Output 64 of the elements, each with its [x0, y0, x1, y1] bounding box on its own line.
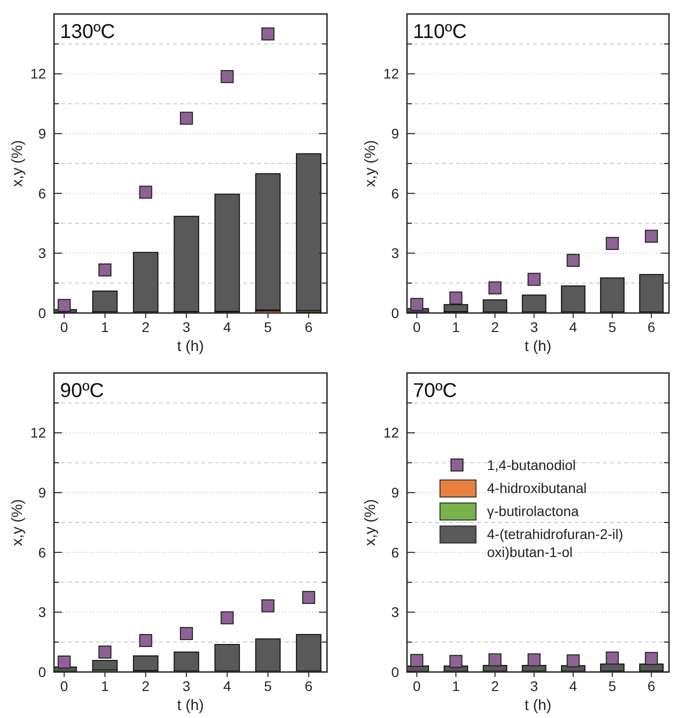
x-axis-title: t (h)	[524, 697, 552, 714]
x-tick-label: 1	[452, 678, 460, 694]
y-tick-label: 6	[391, 544, 400, 560]
x-tick-label: 3	[182, 319, 191, 335]
x-tick-label: 6	[304, 678, 313, 694]
y-tick-label: 6	[38, 185, 46, 202]
y-axis-title: x,y (%)	[362, 499, 379, 546]
x-tick-label: 1	[101, 319, 110, 335]
y-axis-title: x,y (%)	[9, 140, 26, 187]
chart-title: 90ºC	[60, 380, 104, 402]
x-tick-label: 0	[60, 678, 68, 694]
chart-title: 110ºC	[413, 21, 467, 43]
y-tick-label: 6	[391, 185, 400, 202]
y-tick-label: 0	[38, 304, 46, 321]
x-tick-label: 0	[412, 678, 421, 694]
x-tick-label: 5	[608, 678, 616, 694]
x-tick-label: 3	[182, 678, 191, 694]
y-tick-label: 9	[38, 484, 46, 500]
y-tick-label: 12	[30, 424, 46, 441]
y-tick-label: 9	[38, 126, 46, 142]
x-axis-title: t (h)	[177, 697, 204, 714]
y-tick-label: 0	[38, 664, 46, 680]
legend-label: 4-hidroxibutanal	[487, 480, 587, 496]
x-axis-title: t (h)	[524, 338, 552, 355]
x-tick-label: 4	[569, 678, 578, 694]
x-tick-label: 2	[142, 678, 150, 694]
y-tick-label: 3	[391, 604, 400, 620]
x-tick-label: 0	[60, 319, 68, 335]
y-tick-label: 3	[391, 245, 400, 262]
y-tick-label: 9	[391, 484, 400, 500]
x-tick-label: 6	[648, 678, 656, 694]
x-tick-label: 6	[648, 319, 656, 335]
y-tick-label: 6	[38, 544, 46, 560]
x-tick-label: 2	[142, 319, 150, 335]
y-axis-title: x,y (%)	[362, 140, 379, 187]
legend-label: 4-(tetrahidrofuran-2-il)oxi)butan-1-ol	[487, 526, 624, 560]
chart-title: 70ºC	[413, 380, 457, 402]
x-tick-label: 3	[530, 678, 538, 694]
y-tick-label: 0	[391, 664, 400, 680]
x-tick-label: 2	[491, 319, 500, 335]
x-tick-label: 0	[412, 319, 421, 335]
legend-label: 1,4-butanodiol	[487, 456, 576, 473]
chart-title: 130ºC	[60, 21, 116, 43]
y-tick-label: 12	[383, 424, 400, 441]
y-tick-label: 0	[391, 304, 400, 321]
x-tick-label: 2	[491, 678, 500, 694]
x-tick-label: 1	[452, 319, 460, 335]
x-tick-label: 4	[223, 319, 232, 335]
y-tick-label: 3	[38, 604, 46, 620]
legend-label: γ-butirolactona	[487, 502, 580, 519]
x-tick-label: 6	[304, 319, 313, 335]
y-tick-label: 12	[383, 66, 400, 82]
y-axis-title: x,y (%)	[9, 499, 26, 546]
y-tick-label: 3	[38, 245, 46, 262]
x-tick-label: 5	[608, 319, 616, 335]
x-tick-label: 4	[569, 319, 578, 335]
y-tick-label: 12	[30, 66, 46, 82]
x-tick-label: 1	[101, 678, 110, 694]
x-tick-label: 3	[530, 319, 538, 335]
x-tick-label: 5	[264, 678, 272, 694]
x-axis-title: t (h)	[177, 338, 204, 355]
y-tick-label: 9	[391, 126, 400, 142]
x-tick-label: 5	[264, 319, 272, 335]
x-tick-label: 4	[223, 678, 232, 694]
